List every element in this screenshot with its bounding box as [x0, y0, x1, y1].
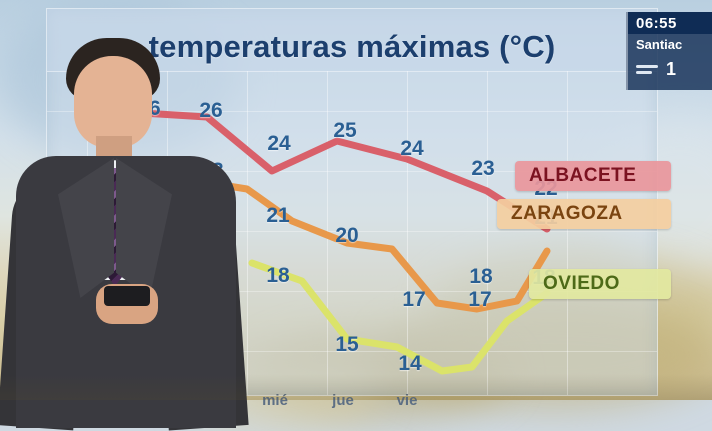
- widget-time: 06:55: [628, 12, 712, 34]
- point-label-oviedo-2: 14: [398, 352, 422, 375]
- point-label-zaragoza-4: 17: [402, 288, 426, 311]
- cloud-lines-icon: [636, 63, 660, 77]
- series-line-zaragoza: [193, 177, 551, 313]
- point-label-zaragoza-3: 20: [335, 224, 359, 247]
- point-label-zaragoza-2: 21: [266, 204, 290, 227]
- chart-title: temperaturas máximas (°C): [148, 29, 556, 64]
- presenter-remote-control: [104, 286, 150, 306]
- point-label-albacete-4: 24: [400, 137, 424, 160]
- point-label-zaragoza-5: 18: [469, 265, 493, 288]
- legend-item-zaragoza[interactable]: ZARAGOZA: [497, 199, 671, 229]
- presenter-face: [74, 56, 152, 148]
- bottom-vignette: [0, 374, 712, 400]
- widget-condition-row: 1: [628, 52, 712, 80]
- chart-plot-area: [138, 109, 551, 375]
- point-label-albacete-2: 24: [267, 132, 291, 155]
- legend-label-oviedo: OVIEDO: [543, 273, 620, 294]
- point-label-oviedo-1: 15: [335, 333, 359, 356]
- series-line-albacete: [138, 109, 551, 233]
- point-label-albacete-1: 26: [199, 99, 223, 122]
- point-label-oviedo-3: 17: [468, 288, 492, 311]
- weather-presenter: [0, 28, 250, 431]
- legend-label-zaragoza: ZARAGOZA: [511, 203, 623, 224]
- widget-temperature: 1: [666, 59, 677, 79]
- point-label-oviedo-0: 18: [266, 264, 290, 287]
- legend-item-albacete[interactable]: ALBACETE: [515, 161, 671, 191]
- point-label-albacete-3: 25: [333, 119, 357, 142]
- corner-weather-widget: 06:55 Santiac 1: [626, 12, 712, 90]
- legend-label-albacete: ALBACETE: [529, 165, 637, 186]
- widget-city: Santiac: [636, 37, 683, 52]
- series-line-oviedo: [248, 259, 551, 375]
- point-label-albacete-5: 23: [471, 157, 495, 180]
- legend-item-oviedo[interactable]: OVIEDO: [529, 269, 671, 299]
